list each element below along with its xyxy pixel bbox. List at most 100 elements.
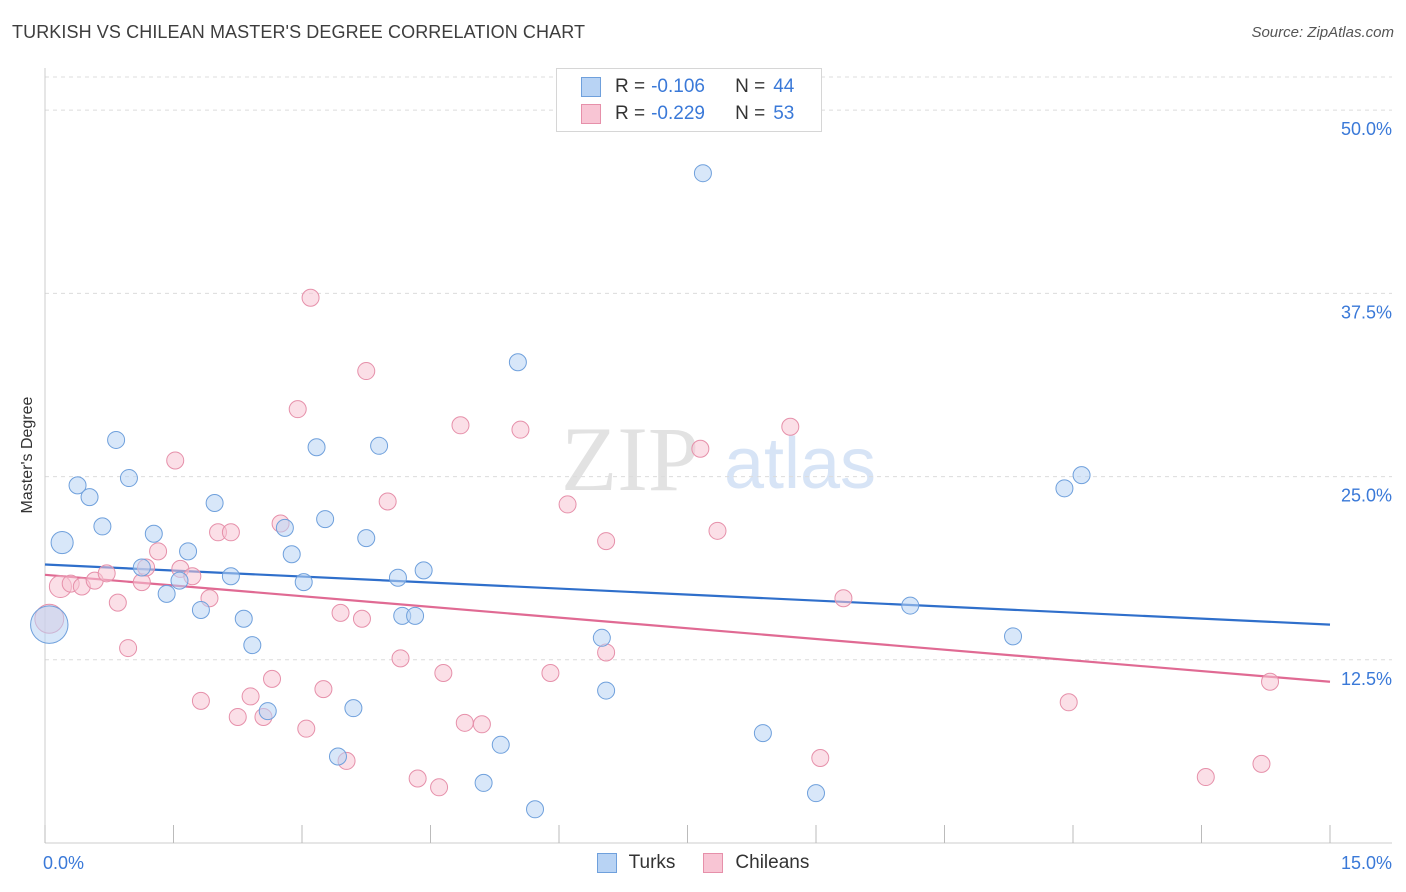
point-turks xyxy=(275,518,294,537)
legend-row-turks: R = -0.106 N = 44 xyxy=(581,75,794,99)
trend-lines xyxy=(44,563,1331,683)
point-chileans xyxy=(352,609,371,628)
point-chileans xyxy=(455,713,474,732)
point-turks xyxy=(344,699,363,718)
series-legend-turks[interactable]: Turks xyxy=(596,852,675,874)
point-turks xyxy=(406,606,425,625)
source-label: Source: ZipAtlas.com xyxy=(1251,24,1394,41)
point-turks xyxy=(50,530,74,555)
point-chileans xyxy=(241,687,260,706)
legend-n-value: 44 xyxy=(773,76,795,97)
y-tick-label: 37.5% xyxy=(1341,302,1392,322)
point-turks xyxy=(370,436,389,455)
point-chileans xyxy=(149,542,168,561)
trend-line-chileans xyxy=(44,573,1331,683)
point-turks xyxy=(1004,627,1023,646)
point-chileans xyxy=(408,769,427,788)
point-turks xyxy=(807,784,825,803)
point-chileans xyxy=(1196,768,1215,787)
point-turks xyxy=(170,571,189,590)
watermark-zip: ZIP xyxy=(561,408,699,510)
point-turks xyxy=(93,517,112,536)
point-chileans xyxy=(228,707,247,726)
point-chileans xyxy=(1059,693,1078,712)
point-turks xyxy=(328,747,347,766)
point-turks xyxy=(68,476,87,495)
point-turks xyxy=(282,545,301,564)
y-tick-label: 50.0% xyxy=(1341,119,1392,139)
point-turks xyxy=(592,628,611,647)
watermark-atlas: atlas xyxy=(724,424,876,504)
point-chileans xyxy=(119,639,138,658)
point-chileans xyxy=(511,420,530,439)
series-swatch-chileans xyxy=(703,853,724,873)
legend: R = -0.106 N = 44 R = -0.229 N = 53 xyxy=(556,68,822,132)
trend-line-turks xyxy=(44,563,1331,626)
point-turks xyxy=(508,353,527,372)
point-turks xyxy=(693,164,712,183)
axes xyxy=(44,68,1392,844)
point-turks xyxy=(526,800,545,819)
point-turks xyxy=(474,773,493,792)
point-chileans xyxy=(166,451,185,470)
legend-n-value: 53 xyxy=(773,103,795,124)
point-turks xyxy=(157,584,176,603)
point-chileans xyxy=(97,564,116,583)
legend-n-label: N = xyxy=(735,76,766,97)
point-turks xyxy=(357,529,376,548)
legend-r-label: R = xyxy=(615,76,646,97)
point-turks xyxy=(30,605,69,644)
point-chileans xyxy=(263,669,282,688)
point-chileans xyxy=(1252,754,1271,773)
point-turks xyxy=(205,493,224,512)
point-chileans xyxy=(288,400,307,419)
series-label-chileans: Chileans xyxy=(735,852,810,873)
point-chileans xyxy=(451,416,470,435)
series-swatch-turks xyxy=(596,853,617,873)
x-tick-label: 15.0% xyxy=(1341,853,1392,873)
data-points xyxy=(30,164,1280,819)
point-chileans xyxy=(391,649,410,668)
y-tick-label: 12.5% xyxy=(1341,669,1392,689)
point-turks xyxy=(1072,466,1091,485)
point-turks xyxy=(144,524,163,543)
point-chileans xyxy=(541,663,560,682)
point-turks xyxy=(597,681,616,700)
point-chileans xyxy=(221,523,240,542)
point-chileans xyxy=(108,593,127,612)
point-chileans xyxy=(597,532,616,551)
point-chileans xyxy=(811,748,830,767)
point-chileans xyxy=(430,778,449,797)
y-tick-label: 25.0% xyxy=(1341,486,1392,506)
point-turks xyxy=(414,561,433,580)
point-turks xyxy=(901,596,920,615)
gridlines xyxy=(45,76,1392,661)
point-turks xyxy=(258,702,277,721)
point-turks xyxy=(80,488,99,507)
point-turks xyxy=(1055,479,1074,498)
legend-row-chileans: R = -0.229 N = 53 xyxy=(581,102,794,126)
legend-swatch-turks xyxy=(581,77,601,97)
point-turks xyxy=(221,567,240,586)
point-turks xyxy=(388,568,407,587)
point-chileans xyxy=(434,663,453,682)
point-turks xyxy=(294,573,313,592)
legend-n-label: N = xyxy=(735,103,766,124)
point-chileans xyxy=(834,589,853,608)
tick-labels: 12.5% 25.0% 37.5% 50.0% 0.0% 15.0% xyxy=(43,119,1392,873)
point-turks xyxy=(316,510,335,529)
point-turks xyxy=(191,600,210,619)
point-chileans xyxy=(191,691,210,710)
point-turks xyxy=(307,438,326,457)
series-legend-chileans[interactable]: Chileans xyxy=(703,852,809,874)
zipatlas-watermark: ZIP atlas xyxy=(561,408,876,510)
point-chileans xyxy=(472,715,491,734)
point-chileans xyxy=(378,492,397,511)
point-turks xyxy=(491,735,510,754)
point-chileans xyxy=(301,288,320,307)
point-turks xyxy=(179,542,198,561)
point-turks xyxy=(753,724,772,743)
point-turks xyxy=(119,469,138,488)
point-chileans xyxy=(297,719,316,738)
